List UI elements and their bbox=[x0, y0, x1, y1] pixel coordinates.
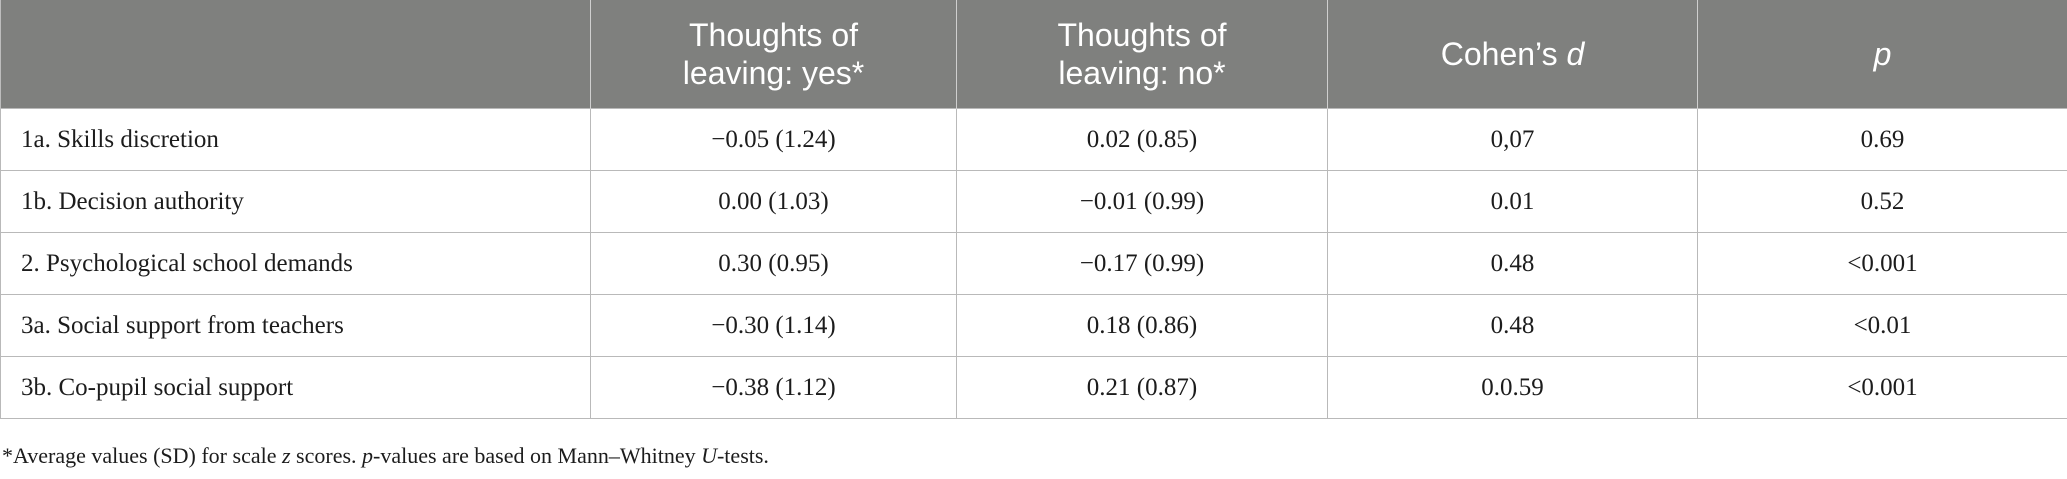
footnote-text-1: *Average values (SD) for scale bbox=[2, 443, 282, 468]
header-cohens-d: Cohen’s d bbox=[1327, 0, 1698, 109]
header-thoughts-no: Thoughts of leaving: no* bbox=[956, 0, 1328, 109]
table-footnote: *Average values (SD) for scale z scores.… bbox=[2, 443, 769, 469]
table-header: Thoughts of leaving: yes* Thoughts of le… bbox=[0, 0, 2067, 109]
row-label: 1b. Decision authority bbox=[0, 170, 591, 233]
header-p-symbol: p bbox=[1873, 36, 1892, 72]
footnote-text-3: -values are based on Mann–Whitney bbox=[373, 443, 702, 468]
header-thoughts-no-line2: leaving: no* bbox=[1058, 55, 1226, 91]
header-thoughts-yes-line2: leaving: yes* bbox=[682, 55, 865, 91]
cell-cohens-d: 0.48 bbox=[1327, 294, 1698, 357]
footnote-italic-u: U bbox=[701, 443, 717, 468]
footnote-italic-z: z bbox=[281, 443, 291, 468]
footnote-italic-p: p bbox=[362, 443, 374, 468]
cell-p-value: <0.01 bbox=[1697, 294, 2067, 357]
footnote-text-2: scores. bbox=[290, 443, 363, 468]
table-row: 3b. Co-pupil social support −0.38 (1.12)… bbox=[0, 356, 2067, 419]
header-cohens-d-symbol: d bbox=[1566, 36, 1585, 72]
table-body: 1a. Skills discretion −0.05 (1.24) 0.02 … bbox=[0, 108, 2067, 419]
cell-p-value: 0.69 bbox=[1697, 108, 2067, 171]
cell-thoughts-no: 0.21 (0.87) bbox=[956, 356, 1328, 419]
row-label: 3a. Social support from teachers bbox=[0, 294, 591, 357]
cell-p-value: 0.52 bbox=[1697, 170, 2067, 233]
header-empty-cell bbox=[0, 0, 591, 109]
cell-thoughts-yes: 0.30 (0.95) bbox=[590, 232, 957, 295]
row-label: 3b. Co-pupil social support bbox=[0, 356, 591, 419]
header-cohens-d-prefix: Cohen’s bbox=[1440, 36, 1567, 72]
results-table: Thoughts of leaving: yes* Thoughts of le… bbox=[0, 0, 2067, 419]
header-p-value: p bbox=[1697, 0, 2067, 109]
cell-thoughts-yes: −0.30 (1.14) bbox=[590, 294, 957, 357]
row-label: 1a. Skills discretion bbox=[0, 108, 591, 171]
table-row: 3a. Social support from teachers −0.30 (… bbox=[0, 294, 2067, 357]
cell-thoughts-yes: −0.38 (1.12) bbox=[590, 356, 957, 419]
cell-cohens-d: 0,07 bbox=[1327, 108, 1698, 171]
cell-thoughts-yes: 0.00 (1.03) bbox=[590, 170, 957, 233]
cell-p-value: <0.001 bbox=[1697, 232, 2067, 295]
cell-cohens-d: 0.48 bbox=[1327, 232, 1698, 295]
table-row: 1a. Skills discretion −0.05 (1.24) 0.02 … bbox=[0, 108, 2067, 171]
row-label: 2. Psychological school demands bbox=[0, 232, 591, 295]
header-thoughts-yes: Thoughts of leaving: yes* bbox=[590, 0, 957, 109]
cell-cohens-d: 0.0.59 bbox=[1327, 356, 1698, 419]
cell-thoughts-no: 0.18 (0.86) bbox=[956, 294, 1328, 357]
cell-p-value: <0.001 bbox=[1697, 356, 2067, 419]
cell-thoughts-yes: −0.05 (1.24) bbox=[590, 108, 957, 171]
table-row: 2. Psychological school demands 0.30 (0.… bbox=[0, 232, 2067, 295]
cell-cohens-d: 0.01 bbox=[1327, 170, 1698, 233]
cell-thoughts-no: 0.02 (0.85) bbox=[956, 108, 1328, 171]
table-row: 1b. Decision authority 0.00 (1.03) −0.01… bbox=[0, 170, 2067, 233]
header-row: Thoughts of leaving: yes* Thoughts of le… bbox=[0, 0, 2067, 109]
cell-thoughts-no: −0.01 (0.99) bbox=[956, 170, 1328, 233]
cell-thoughts-no: −0.17 (0.99) bbox=[956, 232, 1328, 295]
header-thoughts-yes-line1: Thoughts of bbox=[689, 17, 858, 53]
footnote-text-4: -tests. bbox=[716, 443, 769, 468]
header-thoughts-no-line1: Thoughts of bbox=[1057, 17, 1227, 53]
